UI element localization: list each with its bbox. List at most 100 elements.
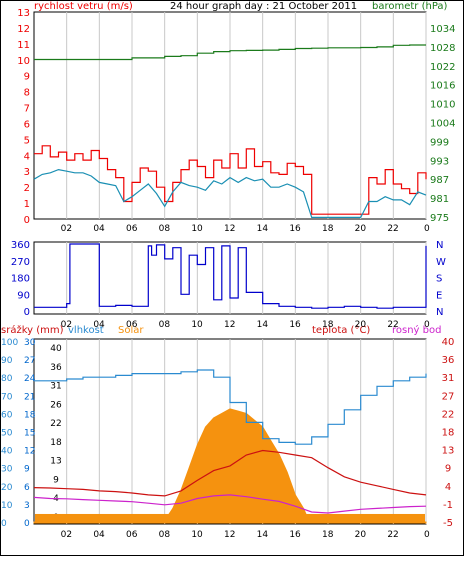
temperature-panel-x-tick-label: 20 xyxy=(355,530,367,540)
wind-y-tick-label: 0 xyxy=(24,215,30,226)
compass-tick-label: E xyxy=(436,290,442,301)
rain-y-tick-label: 12 xyxy=(24,447,35,457)
compass-tick-label: N xyxy=(436,240,443,251)
temperature-y-tick-label: 4 xyxy=(445,482,451,493)
temperature-panel-x-tick-label: 12 xyxy=(224,530,235,540)
wind-y-tick-label: 5 xyxy=(24,135,30,146)
legend-solar: Solar xyxy=(118,325,144,336)
direction-y-tick-label: 180 xyxy=(11,274,30,285)
temperature-panel-x-tick-label: 0 xyxy=(424,530,430,540)
chart-marks: 0123456789101112139759819879939991004101… xyxy=(1,8,455,540)
humidity-y-tick-label: 80 xyxy=(1,374,13,384)
direction-panel-x-tick-label: 10 xyxy=(191,320,203,330)
rain-y-tick-label: 3 xyxy=(24,501,30,511)
solar-y-tick-label: 18 xyxy=(50,438,62,448)
temperature-panel-x-tick-label: 14 xyxy=(257,530,269,540)
humidity-y-tick-label: 50 xyxy=(1,429,13,439)
barometer-y-tick-label: 1016 xyxy=(430,81,455,92)
direction-panel-x-tick-label: 0 xyxy=(424,320,430,330)
humidity-y-tick-label: 30 xyxy=(1,465,13,475)
humidity-y-tick-label: 90 xyxy=(1,356,13,366)
direction-panel-x-tick-label: 20 xyxy=(355,320,367,330)
temperature-panel-x-tick-label: 16 xyxy=(289,530,301,540)
barometer-y-tick-label: 1028 xyxy=(430,43,455,54)
legend-dewpoint: rosný bod xyxy=(392,324,441,336)
temperature-line xyxy=(33,449,427,497)
barometer-y-tick-label: 987 xyxy=(430,175,449,186)
solar-y-tick-label: 31 xyxy=(50,382,61,392)
wind-y-tick-label: 2 xyxy=(24,183,30,194)
wind-y-tick-label: 8 xyxy=(24,88,30,99)
rain-y-tick-label: 15 xyxy=(24,429,35,439)
compass-tick-label: S xyxy=(436,274,442,285)
barometer-y-tick-label: 999 xyxy=(430,137,449,148)
barometer-y-tick-label: 1022 xyxy=(430,62,455,73)
direction-panel-x-tick-label: 22 xyxy=(387,320,398,330)
rain-y-tick-label: 6 xyxy=(24,483,30,493)
wind-axis-label: rychlost vetru (m/s) xyxy=(34,1,133,12)
temperature-y-tick-label: 13 xyxy=(442,446,455,457)
wind-y-tick-label: 9 xyxy=(24,72,30,83)
direction-y-tick-label: 0 xyxy=(24,307,30,318)
wind-y-tick-label: 13 xyxy=(17,8,30,19)
barometer-y-tick-label: 975 xyxy=(430,213,449,224)
barometer-axis-label: barometr (hPa) xyxy=(372,1,448,12)
wind-y-tick-label: 11 xyxy=(17,40,30,51)
wind-panel-x-tick-label: 02 xyxy=(61,224,72,234)
wind-panel-x-tick-label: 20 xyxy=(355,224,367,234)
wind-panel-x-tick-label: 10 xyxy=(191,224,203,234)
pressure-line xyxy=(34,44,426,61)
legend-temperature: teplota (°C) xyxy=(312,325,370,336)
solar-y-tick-label: 26 xyxy=(50,400,62,410)
wind-panel-x-tick-label: 08 xyxy=(159,224,171,234)
temperature-panel-x-tick-label: 08 xyxy=(159,530,171,540)
direction-panel-x-tick-label: 04 xyxy=(93,320,105,330)
temperature-y-tick-label: 9 xyxy=(445,464,451,475)
barometer-y-tick-label: 1034 xyxy=(430,24,455,35)
wind-y-tick-label: 4 xyxy=(24,151,30,162)
rain-y-tick-label: 24 xyxy=(24,374,36,384)
temperature-y-tick-label: 40 xyxy=(442,337,455,348)
dewpoint-line xyxy=(33,494,427,514)
wind-panel-x-tick-label: 14 xyxy=(257,224,269,234)
rain-y-tick-label: 30 xyxy=(24,338,36,348)
humidity-line xyxy=(34,369,427,445)
wind-panel-x-tick-label: 06 xyxy=(126,224,138,234)
direction-panel-x-tick-label: 02 xyxy=(61,320,72,330)
rain-y-tick-label: 9 xyxy=(24,465,30,475)
wind-y-tick-label: 6 xyxy=(24,119,30,130)
temperature-panel-x-tick-label: 06 xyxy=(126,530,138,540)
direction-panel-x-tick-label: 16 xyxy=(289,320,301,330)
wind-panel-x-tick-label: 0 xyxy=(424,224,430,234)
temperature-y-tick-label: 27 xyxy=(442,391,455,402)
temperature-y-tick-label: 31 xyxy=(442,373,455,384)
legend-humidity: vlhkost xyxy=(68,325,104,336)
solar-y-tick-label: 4 xyxy=(53,494,59,504)
humidity-y-tick-label: 70 xyxy=(1,392,13,402)
wind-panel-x-tick-label: 16 xyxy=(289,224,301,234)
direction-panel-x-tick-label: 18 xyxy=(322,320,334,330)
temperature-panel-x-tick-label: 22 xyxy=(387,530,398,540)
humidity-y-tick-label: 10 xyxy=(1,501,13,511)
temperature-panel-x-tick-label: 10 xyxy=(191,530,203,540)
wind-y-tick-label: 1 xyxy=(24,199,30,210)
barometer-y-tick-label: 1010 xyxy=(430,100,455,111)
wind-panel-x-tick-label: 18 xyxy=(322,224,334,234)
barometer-y-tick-label: 981 xyxy=(430,194,449,205)
rain-bar xyxy=(35,513,425,523)
wind-panel-x-tick-label: 12 xyxy=(224,224,235,234)
solar-y-tick-label: 40 xyxy=(50,344,62,354)
wind-average-line xyxy=(33,168,427,218)
rain-y-tick-label: 27 xyxy=(24,356,35,366)
humidity-y-tick-label: 60 xyxy=(1,410,13,420)
temperature-panel-x-tick-label: 02 xyxy=(61,530,72,540)
rain-y-tick-label: 18 xyxy=(24,410,36,420)
solar-y-tick-label: 13 xyxy=(50,457,61,467)
temperature-y-tick-label: 22 xyxy=(442,409,455,420)
direction-panel-x-tick-label: 08 xyxy=(159,320,171,330)
direction-y-tick-label: 270 xyxy=(11,257,30,268)
wind-y-tick-label: 3 xyxy=(24,167,30,178)
barometer-y-tick-label: 993 xyxy=(430,156,449,167)
direction-y-tick-label: 360 xyxy=(11,240,30,251)
